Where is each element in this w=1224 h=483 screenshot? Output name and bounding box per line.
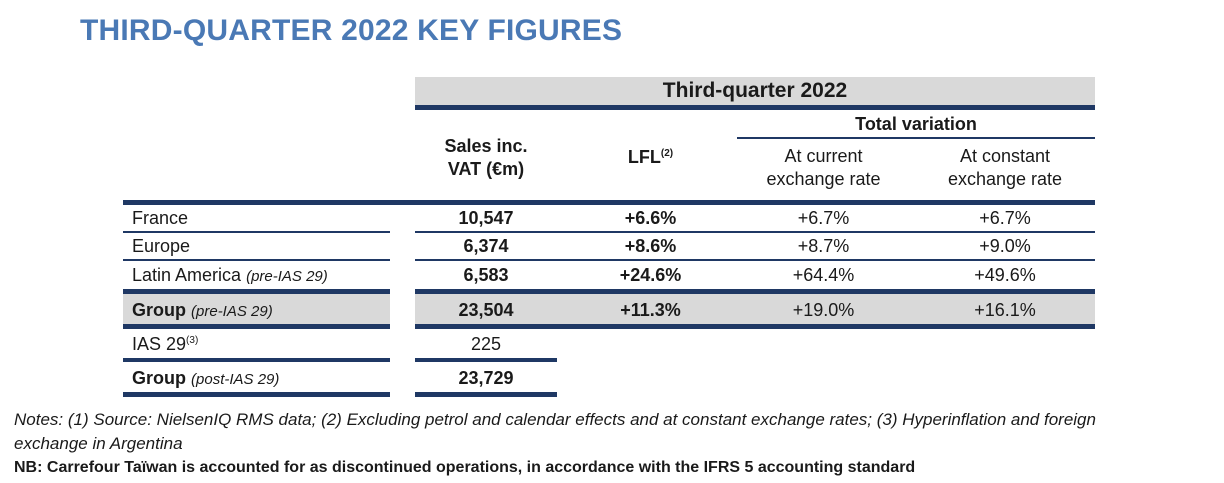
france-constant: +6.7%	[979, 208, 1031, 228]
group-bottom-rule	[415, 324, 1095, 329]
group-row-shading	[123, 294, 390, 324]
europe-constant: +9.0%	[979, 236, 1031, 256]
row-label-latin-america: Latin America (pre-IAS 29)	[132, 265, 328, 285]
total-variation-underline	[737, 137, 1095, 139]
ias29-sales: 225	[470, 334, 502, 354]
europe-lfl: +8.6%	[624, 236, 677, 256]
nb-note: NB: Carrefour Taïwan is accounted for as…	[14, 459, 916, 476]
france-current: +6.7%	[797, 208, 850, 228]
row-label-ias29: IAS 29(3)	[132, 334, 199, 354]
europe-current: +8.7%	[797, 236, 850, 256]
page-title: THIRD-QUARTER 2022 KEY FIGURES	[80, 14, 623, 47]
group-pre-sales: 23,504	[458, 300, 514, 320]
latam-current: +64.4%	[792, 265, 855, 285]
row-divider	[415, 358, 557, 362]
group-top-rule	[415, 289, 1095, 294]
france-sales: 10,547	[458, 208, 514, 228]
group-post-sales: 23,729	[458, 368, 514, 388]
table-top-rule	[123, 200, 1095, 205]
header-sales: Sales inc. VAT (€m)	[444, 136, 528, 179]
group-pre-constant: +16.1%	[974, 300, 1036, 320]
group-pre-current: +19.0%	[792, 300, 855, 320]
group-top-rule	[123, 289, 390, 294]
row-label-france: France	[132, 208, 189, 228]
period-header-band	[415, 77, 1095, 105]
table-bottom-rule	[415, 392, 557, 397]
latam-constant: +49.6%	[974, 265, 1036, 285]
header-constant-rate: At constant exchange rate	[947, 146, 1063, 189]
row-divider	[415, 259, 1095, 261]
row-label-group-post: Group (post-IAS 29)	[132, 368, 280, 388]
france-lfl: +6.6%	[624, 208, 677, 228]
header-current-rate: At current exchange rate	[766, 146, 881, 189]
row-divider	[123, 358, 390, 362]
period-underline	[415, 105, 1095, 110]
europe-sales: 6,374	[463, 236, 509, 256]
latam-sales: 6,583	[463, 265, 509, 285]
period-header: Third-quarter 2022	[662, 79, 848, 102]
table-bottom-rule	[123, 392, 390, 397]
group-bottom-rule	[123, 324, 390, 329]
header-lfl: LFL(2)	[627, 147, 674, 167]
notes-line-1: Notes: (1) Source: NielsenIQ RMS data; (…	[14, 410, 1096, 429]
row-label-europe: Europe	[132, 236, 191, 256]
row-divider	[415, 231, 1095, 233]
notes-line-2: exchange in Argentina	[14, 434, 183, 453]
row-divider	[123, 231, 390, 233]
group-row-shading	[415, 294, 1095, 324]
row-divider	[123, 259, 390, 261]
latam-lfl: +24.6%	[619, 265, 682, 285]
total-variation-header: Total variation	[855, 114, 977, 134]
group-pre-lfl: +11.3%	[620, 300, 681, 320]
row-label-group-pre: Group (pre-IAS 29)	[132, 300, 273, 320]
